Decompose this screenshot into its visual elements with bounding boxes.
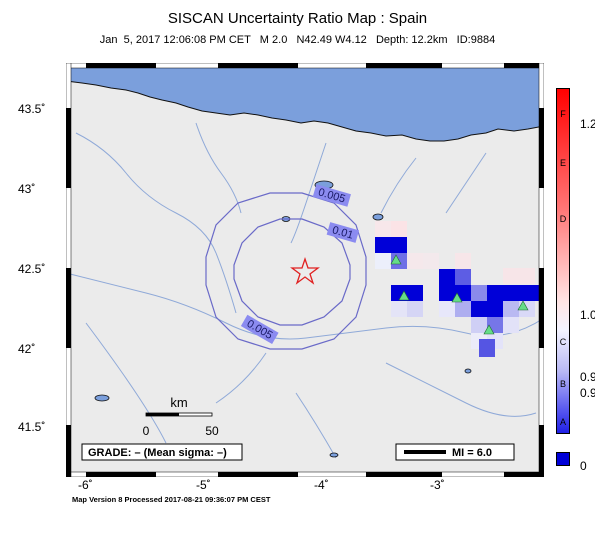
colorbar-grade-letter: E — [559, 158, 566, 168]
lat-label: 42˚ — [18, 342, 36, 356]
colorbar-value: 0.9 — [580, 386, 595, 400]
sea-area — [66, 63, 544, 142]
map-title: SISCAN Uncertainty Ratio Map : Spain — [167, 10, 428, 27]
grade-text: GRADE: – (Mean sigma: –) — [88, 447, 227, 459]
lat-label: 42.5˚ — [18, 262, 46, 276]
station-marker — [483, 324, 495, 335]
epicenter-star-icon — [290, 256, 320, 285]
station-marker — [451, 292, 463, 303]
map-border — [66, 63, 544, 477]
colorbar-grade-letter: C — [559, 337, 567, 347]
mi-legend-text: MI = 6.0 — [452, 447, 492, 459]
uncertainty-contours — [205, 192, 367, 350]
station-marker — [390, 254, 402, 265]
colorbar-value: 0 — [580, 459, 587, 473]
grade-box: GRADE: – (Mean sigma: –) — [81, 443, 243, 461]
seismic-stations — [390, 254, 529, 335]
mi-legend: MI = 6.0 — [395, 443, 515, 461]
scale-start: 0 — [143, 424, 150, 438]
contour-label-inner: 0.01 — [331, 224, 355, 241]
colorbar-value: 1.0 — [580, 308, 595, 322]
lat-label: 43˚ — [18, 182, 36, 196]
colorbar-grade-letter: D — [559, 214, 567, 224]
lon-label: -5˚ — [196, 478, 211, 492]
scale-unit: km — [170, 395, 187, 410]
lat-label: 41.5˚ — [18, 420, 46, 434]
map-version-footer: Map Version 8 Processed 2017-08-21 09:36… — [72, 495, 271, 504]
colorbar-nodata-swatch — [556, 452, 570, 466]
scale-end: 50 — [205, 424, 219, 438]
station-marker — [517, 300, 529, 311]
lat-label: 43.5˚ — [18, 102, 46, 116]
event-info: Jan 5, 2017 12:06:08 PM CET M 2.0 N42.49… — [99, 34, 496, 46]
contour-inner — [233, 218, 351, 326]
lon-label: -3˚ — [430, 478, 445, 492]
colorbar-value: 1.2 — [580, 117, 595, 131]
rivers — [66, 122, 544, 459]
colorbar-grade-letter: F — [560, 109, 566, 119]
station-marker — [398, 290, 410, 301]
contour-outer — [205, 192, 367, 350]
map-area: 0.005 0.01 0.005 km 0 50 GRADE: – (Mean … — [66, 63, 544, 477]
colorbar-grade-letter: B — [559, 379, 566, 389]
colorbar — [556, 88, 570, 434]
lon-label: -4˚ — [314, 478, 329, 492]
colorbar-grade-letter: A — [559, 417, 566, 427]
uncertainty-grid — [375, 221, 544, 357]
colorbar-value: 0.9 — [580, 370, 595, 384]
lon-label: -6˚ — [78, 478, 93, 492]
scale-bar: km 0 50 — [143, 395, 219, 438]
